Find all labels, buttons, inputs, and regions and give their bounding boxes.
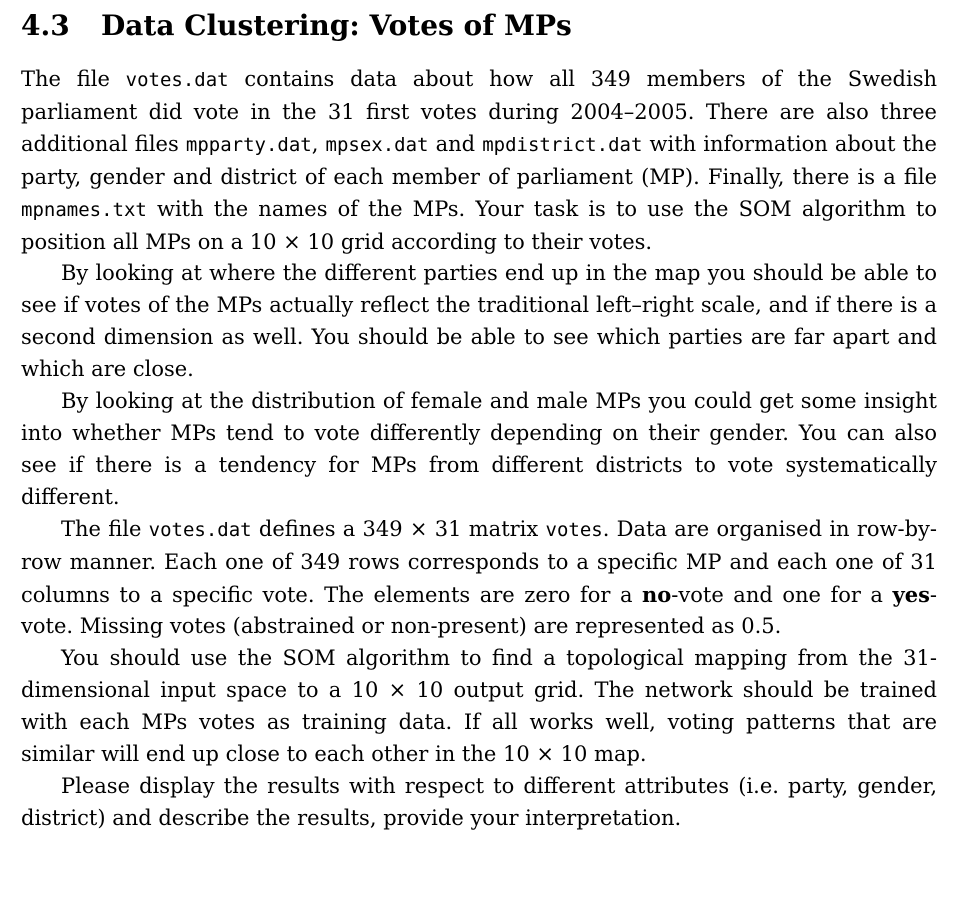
code-text: mpdistrict.dat xyxy=(482,133,643,156)
body-text: . Data are organised in row-by-row manne… xyxy=(21,516,937,607)
section-title: Data Clustering: Votes of MPs xyxy=(101,9,572,42)
body-text: By looking at where the different partie… xyxy=(21,261,937,382)
code-text: mpnames.txt xyxy=(21,198,147,221)
bold-text: no xyxy=(642,581,672,607)
bold-text: yes xyxy=(892,581,930,607)
body-text: with the names of the MPs. Your task is … xyxy=(21,196,937,254)
code-text: votes xyxy=(545,518,603,541)
code-text: mpparty.dat xyxy=(185,133,312,156)
section-heading: 4.3 Data Clustering: Votes of MPs xyxy=(21,8,937,44)
body-text: -vote and one for a xyxy=(671,582,893,607)
body-text: with information about the party, gender… xyxy=(21,131,937,189)
body-text: The file xyxy=(21,67,126,91)
code-text: mpsex.dat xyxy=(325,133,429,156)
paragraph-intro: The file votes.dat contains data about h… xyxy=(21,64,937,258)
document-page: 4.3 Data Clustering: Votes of MPs The fil… xyxy=(21,8,937,835)
paragraph-data-format: The file votes.dat defines a 349 × 31 ma… xyxy=(21,514,937,644)
code-text: votes.dat xyxy=(125,69,229,91)
body-text: -vote. Missing votes (abstrained or non-… xyxy=(21,582,937,639)
paragraph-som-method: You should use the SOM algorithm to find… xyxy=(21,643,937,771)
body-text: contains data about how all 349 members … xyxy=(21,67,937,156)
body-text: By looking at the distribution of female… xyxy=(21,389,937,509)
body-text: and xyxy=(428,131,483,156)
paragraph-display-results: Please display the results with respect … xyxy=(21,771,937,835)
body-text: Please display the results with respect … xyxy=(21,773,937,830)
section-number: 4.3 xyxy=(21,9,70,42)
paragraph-gender-district: By looking at the distribution of female… xyxy=(21,386,937,514)
body-text: You should use the SOM algorithm to find… xyxy=(21,646,937,767)
body-text: , xyxy=(311,131,326,156)
code-text: votes.dat xyxy=(148,518,252,541)
body-text: defines a 349 × 31 matrix xyxy=(251,516,546,541)
body-text: The file xyxy=(61,516,149,541)
paragraph-parties: By looking at where the different partie… xyxy=(21,258,937,386)
